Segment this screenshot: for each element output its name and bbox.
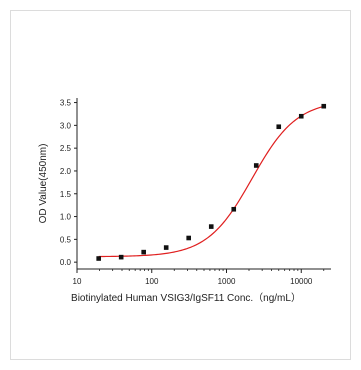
data-point xyxy=(231,206,237,212)
data-point xyxy=(276,124,282,130)
x-tick-label: 100 xyxy=(145,277,159,286)
y-tick-label: 0.0 xyxy=(60,258,72,267)
x-tick-label: 10 xyxy=(73,277,82,286)
y-tick-label: 1.0 xyxy=(60,213,72,222)
y-tick-label: 0.5 xyxy=(60,235,72,244)
data-point xyxy=(298,113,304,119)
data-point xyxy=(321,103,327,109)
x-tick-label: 10000 xyxy=(290,277,313,286)
y-tick-label: 3.5 xyxy=(60,99,72,108)
y-axis-title: OD Value(450nm) xyxy=(38,144,49,224)
data-points xyxy=(96,103,327,261)
chart-frame: 0.0 0.5 1.0 1.5 2.0 2.5 3.0 3.5 10 100 1000 10000 … xyxy=(10,10,351,360)
y-tick-label: 2.5 xyxy=(60,144,72,153)
data-point xyxy=(96,256,101,261)
y-tick-label: 3.0 xyxy=(60,121,72,130)
x-tick-label: 1000 xyxy=(218,277,236,286)
data-point xyxy=(163,245,169,250)
x-ticks: 10 100 1000 10000 xyxy=(73,269,325,286)
x-axis-title: Biotinylated Human VSIG3/IgSF11 Conc.（ng… xyxy=(71,292,301,304)
data-point xyxy=(118,254,124,260)
data-point xyxy=(253,163,259,168)
y-tick-label: 2.0 xyxy=(60,167,72,176)
fit-curve xyxy=(98,105,324,258)
axes xyxy=(76,98,331,270)
data-point xyxy=(141,249,146,255)
dose-response-chart: 0.00.51.01.52.02.53.03.5 10 100 1000 10000 … xyxy=(38,98,331,304)
y-ticks: 0.0 0.5 1.0 1.5 2.0 2.5 3.0 3.5 xyxy=(60,99,77,267)
data-point xyxy=(208,224,214,229)
y-tick-label: 1.5 xyxy=(60,190,72,199)
data-point xyxy=(186,235,191,241)
